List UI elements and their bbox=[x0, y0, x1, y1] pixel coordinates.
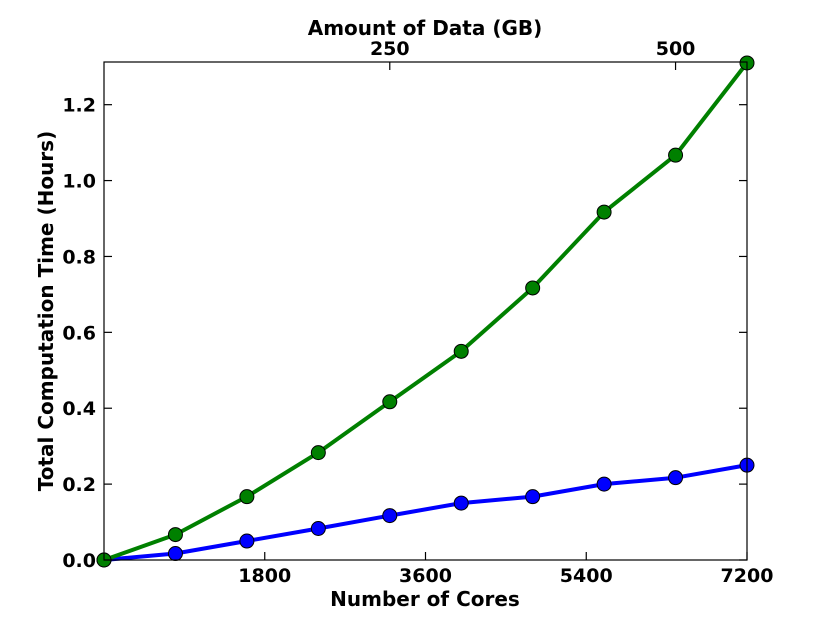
x-tick-label: 7200 bbox=[721, 565, 774, 587]
series-1-point bbox=[239, 489, 255, 505]
x-tick-label: 1800 bbox=[238, 565, 291, 587]
series-1-point bbox=[596, 204, 612, 220]
series-1-point bbox=[167, 527, 183, 543]
x-tick-label: 5400 bbox=[560, 565, 613, 587]
series-0-point bbox=[167, 546, 183, 562]
series-0-point bbox=[310, 521, 326, 537]
series-0-point bbox=[525, 489, 541, 505]
series-1-line bbox=[103, 61, 749, 562]
series-1-point bbox=[310, 445, 326, 461]
secondary-x-axis-title: Amount of Data (GB) bbox=[308, 16, 543, 40]
series-1-point bbox=[525, 280, 541, 296]
series-0-point bbox=[382, 508, 398, 524]
y-tick-label: 0.4 bbox=[62, 398, 96, 420]
y-tick-label: 0.8 bbox=[62, 246, 96, 268]
y-tick-label: 1.2 bbox=[62, 95, 96, 117]
y-tick-label: 0.2 bbox=[62, 474, 96, 496]
secondary-x-tick-label: 500 bbox=[656, 38, 696, 60]
chart-marks bbox=[96, 55, 755, 568]
series-1-point bbox=[453, 343, 469, 359]
x-axis-title: Number of Cores bbox=[330, 587, 520, 611]
y-tick-label: 0.0 bbox=[62, 550, 96, 572]
series-1-point bbox=[382, 394, 398, 410]
secondary-x-tick-label: 250 bbox=[370, 38, 410, 60]
series-0-point bbox=[453, 495, 469, 511]
axis-ticks: 0.0 0.2 0.4 0.6 0.8 1.0 1.2 1800 3600 5400 7200 250… bbox=[62, 38, 773, 587]
series-0-point bbox=[239, 533, 255, 549]
y-axis-title: Total Computation Time (Hours) bbox=[34, 131, 58, 491]
y-tick-label: 0.6 bbox=[62, 322, 96, 344]
x-tick-label: 3600 bbox=[399, 565, 452, 587]
y-tick-label: 1.0 bbox=[62, 171, 96, 193]
series-0-point bbox=[596, 476, 612, 492]
series-0-point bbox=[668, 470, 684, 486]
series-0-line bbox=[103, 463, 748, 562]
series-1-point bbox=[668, 147, 684, 163]
plot-frame bbox=[103, 61, 748, 561]
